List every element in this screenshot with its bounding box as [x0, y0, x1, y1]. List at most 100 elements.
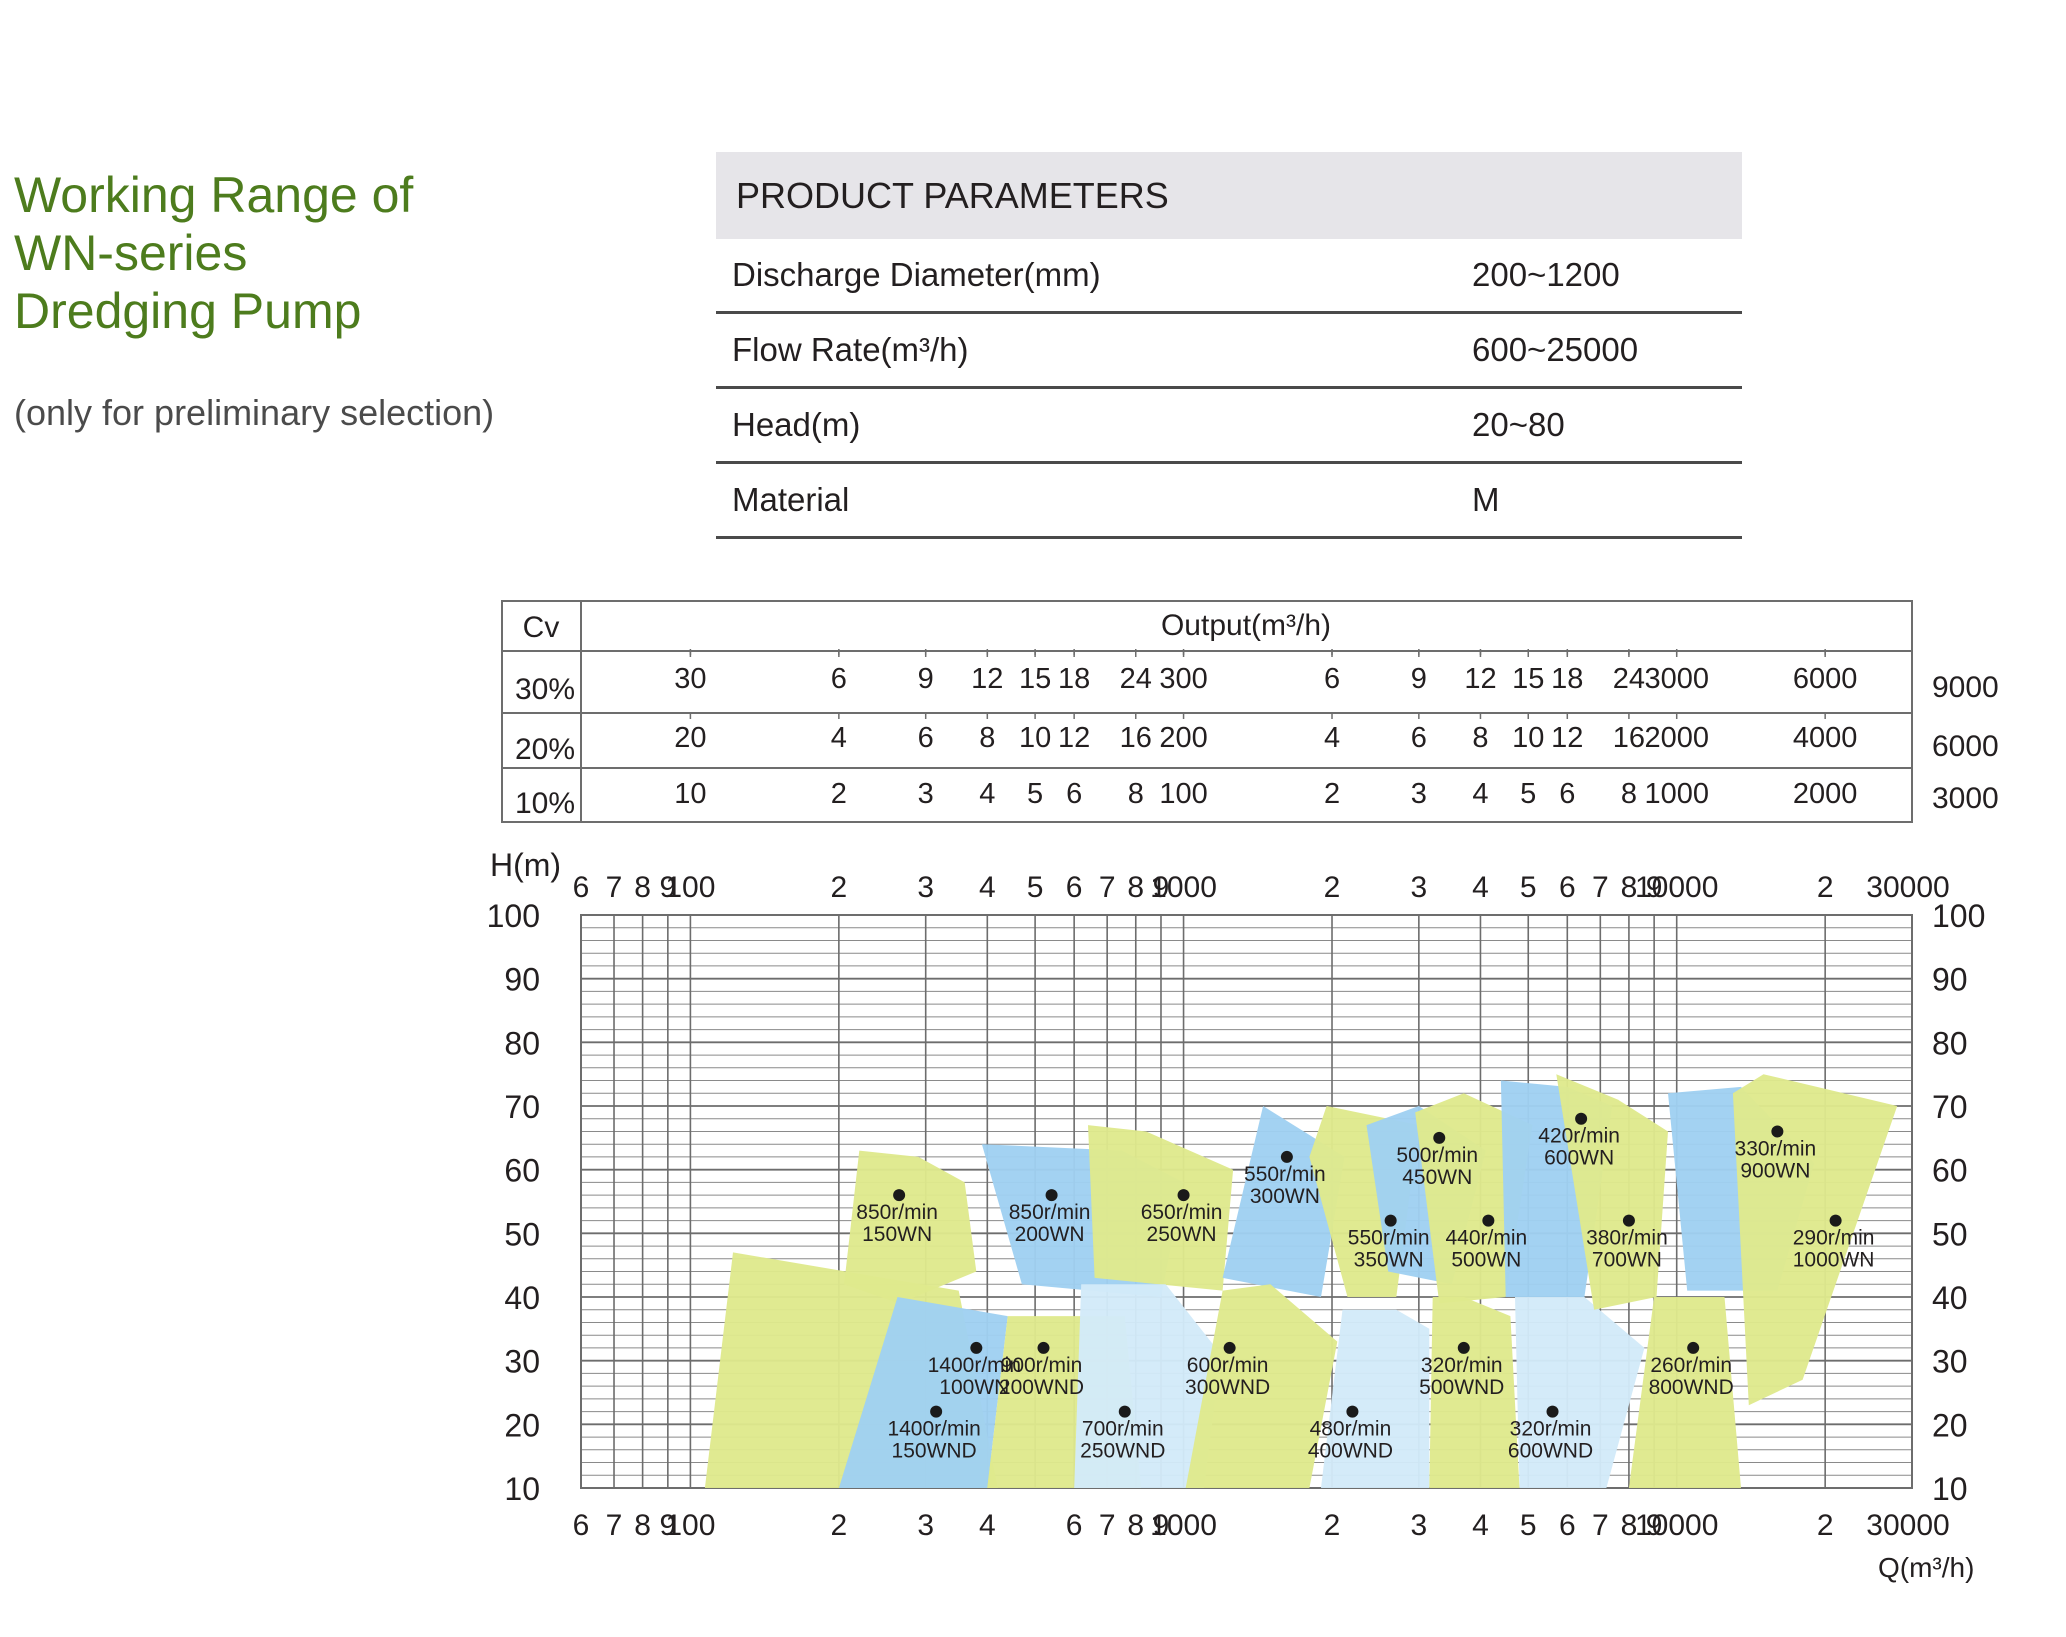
cv-output-label: 6: [918, 722, 934, 754]
pump-point: [1482, 1214, 1495, 1227]
y-tick-label-left: 100: [487, 898, 540, 934]
cv-output-label: 5: [1027, 778, 1043, 810]
pump-speed-label: 320r/min: [1421, 1354, 1503, 1377]
pump-model-label: 150WN: [862, 1223, 932, 1246]
pump-point: [1118, 1405, 1131, 1418]
x-tick-label-bottom: 9: [1153, 1509, 1170, 1542]
y-tick-label-left: 80: [504, 1025, 540, 1061]
pump-point: [1575, 1112, 1588, 1125]
page-title: Working Range of WN-series Dredging Pump: [14, 166, 413, 340]
cv-output-label: 10: [1019, 722, 1051, 754]
cv-output-label: 2: [831, 778, 847, 810]
x-tick-label-bottom: 3: [1411, 1509, 1428, 1542]
x-tick-label-top: 6: [573, 871, 590, 904]
pump-speed-label: 290r/min: [1793, 1227, 1875, 1250]
cv-output-label: 8: [979, 722, 995, 754]
pump-point: [1045, 1189, 1058, 1202]
x-tick-label-top: 9: [659, 871, 676, 904]
pump-speed-label: 900r/min: [1001, 1354, 1083, 1377]
params-label: Head(m): [732, 406, 861, 443]
pump-speed-label: 260r/min: [1650, 1354, 1732, 1377]
pump-model-label: 300WN: [1250, 1185, 1320, 1208]
title-line-3: Dredging Pump: [14, 283, 362, 339]
cv-output-label: 16: [1613, 722, 1645, 754]
cv-output-label: 6: [1066, 778, 1082, 810]
cv-output-label: 8: [1128, 778, 1144, 810]
cv-output-label: 6: [1559, 778, 1575, 810]
pump-model-label: 400WND: [1308, 1440, 1393, 1463]
x-axis-title: Q(m³/h): [1878, 1552, 1974, 1583]
cv-right-value: 6000: [1932, 730, 1999, 763]
pump-speed-label: 440r/min: [1445, 1227, 1527, 1250]
pump-speed-label: 850r/min: [856, 1201, 938, 1224]
x-tick-label-bottom: 4: [1472, 1509, 1489, 1542]
cv-output-label: 2000: [1644, 722, 1709, 754]
pump-speed-label: 380r/min: [1586, 1227, 1668, 1250]
cv-output-label: 12: [971, 663, 1003, 695]
pump-speed-label: 330r/min: [1735, 1137, 1817, 1160]
y-axis-title: H(m): [490, 847, 561, 883]
x-tick-label-top: 8: [1621, 871, 1638, 904]
cv-output-label: 3: [1411, 778, 1427, 810]
x-tick-label-bottom: 3: [917, 1509, 934, 1542]
cv-output-label: 2000: [1793, 778, 1858, 810]
x-tick-label-top: 5: [1027, 871, 1044, 904]
params-header: PRODUCT PARAMETERS: [716, 152, 1742, 239]
pump-model-label: 450WN: [1402, 1166, 1472, 1189]
y-tick-label-left: 70: [504, 1089, 540, 1125]
pump-speed-label: 1400r/min: [928, 1354, 1021, 1377]
cv-output-label: 8: [1472, 722, 1488, 754]
x-tick-label-top: 3: [1411, 871, 1428, 904]
pump-model-label: 600WN: [1544, 1147, 1614, 1170]
pump-region: [1429, 1297, 1520, 1488]
x-tick-label-top: 4: [1472, 871, 1489, 904]
cv-output-label: 16: [1120, 722, 1152, 754]
x-tick-label-top: 8: [634, 871, 651, 904]
x-tick-label-bottom: 9: [659, 1509, 676, 1542]
x-tick-label-bottom: 5: [1520, 1509, 1537, 1542]
pump-region: [1515, 1297, 1645, 1488]
pump-region: [1185, 1284, 1338, 1488]
pump-point: [1177, 1189, 1190, 1202]
params-label: Material: [732, 481, 850, 518]
pump-speed-label: 700r/min: [1082, 1418, 1164, 1441]
cv-row-label: 20%: [515, 733, 575, 766]
x-tick-label-bottom: 100: [665, 1509, 715, 1542]
cv-output-label: 20: [674, 722, 706, 754]
cv-output-label: 100: [1159, 778, 1207, 810]
pump-region: [838, 1297, 1008, 1488]
pump-model-label: 600WND: [1508, 1440, 1593, 1463]
y-tick-label-right: 90: [1932, 962, 1968, 998]
pump-region: [1628, 1297, 1741, 1488]
y-tick-label-left: 10: [504, 1471, 540, 1507]
cv-row-label: 30%: [515, 673, 575, 706]
x-tick-label-top: 7: [606, 871, 623, 904]
cv-output-label: 30: [674, 663, 706, 695]
cv-output-label: 3000: [1644, 663, 1709, 695]
x-tick-label-bottom: 9: [1646, 1509, 1663, 1542]
cv-output-label: 4: [979, 778, 995, 810]
cv-output-label: 12: [1058, 722, 1090, 754]
x-tick-label-bottom: 8: [634, 1509, 651, 1542]
x-tick-label-top: 6: [1066, 871, 1083, 904]
y-tick-label-left: 90: [504, 962, 540, 998]
x-tick-label-bottom: 7: [606, 1509, 623, 1542]
pump-speed-label: 850r/min: [1009, 1201, 1091, 1224]
cv-header: Cv: [523, 611, 560, 644]
pump-model-label: 300WND: [1185, 1376, 1270, 1399]
cv-output-label: 2: [1324, 778, 1340, 810]
pump-speed-label: 480r/min: [1310, 1418, 1392, 1441]
params-label: Flow Rate(m³/h): [732, 331, 969, 368]
x-tick-label-top: 5: [1520, 871, 1537, 904]
output-header: Output(m³/h): [1161, 609, 1331, 642]
y-tick-label-right: 100: [1932, 898, 1985, 934]
x-tick-label-top: 1000: [1150, 871, 1217, 904]
x-tick-label-top: 8: [1127, 871, 1144, 904]
y-tick-label-right: 30: [1932, 1344, 1968, 1380]
pump-speed-label: 420r/min: [1538, 1125, 1620, 1148]
x-tick-label-top: 100: [665, 871, 715, 904]
params-row: Material M: [716, 464, 1742, 539]
cv-output-label: 12: [1551, 722, 1583, 754]
cv-output-label: 300: [1159, 663, 1207, 695]
x-tick-label-top: 6: [1559, 871, 1576, 904]
